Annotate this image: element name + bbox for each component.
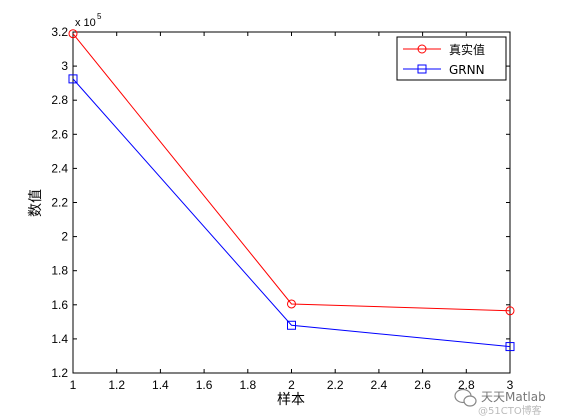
data-point <box>68 29 78 39</box>
y-tick-label: 1.8 <box>51 264 68 278</box>
y-tick-label: 2.2 <box>51 196 68 210</box>
y-tick-label: 2.4 <box>51 161 68 175</box>
y-exponent-label: x 10 <box>75 17 96 29</box>
x-tick-label: 2.4 <box>371 378 388 392</box>
series-line-1 <box>72 78 511 348</box>
x-tick-label: 1.8 <box>239 378 256 392</box>
x-tick-label: 3 <box>507 378 514 392</box>
x-tick-label: 1.6 <box>196 378 213 392</box>
x-tick-label: 1.4 <box>152 378 169 392</box>
legend-marker-1 <box>417 64 427 74</box>
axis-ticks: 1 1.2 1.4 1.6 1.8 2 2.2 2.4 2.6 2.8 31.21.41.61.82… <box>51 25 513 392</box>
y-tick-label: 2.8 <box>51 93 68 107</box>
x-tick-label: 2.6 <box>414 378 431 392</box>
data-point <box>287 299 296 309</box>
x-tick-label: 1.2 <box>108 378 125 392</box>
data-point <box>68 74 78 84</box>
y-tick-label: 3.2 <box>51 25 68 39</box>
series-line-0 <box>72 33 511 312</box>
legend-label-0: 真实值 <box>449 42 485 57</box>
y-exponent-power: 5 <box>97 12 102 21</box>
wechat-icon <box>454 388 477 407</box>
x-tick-label: 2 <box>288 378 295 392</box>
y-tick-label: 1.4 <box>51 332 68 346</box>
plot-area <box>72 31 511 374</box>
watermark-subtext: @51CTO博客 <box>478 404 542 417</box>
x-tick-label: 2.8 <box>458 378 475 392</box>
y-tick-label: 2 <box>61 230 68 244</box>
series-layer <box>68 29 515 352</box>
legend-label-1: GRNN <box>449 63 485 77</box>
x-tick-label: 1 <box>70 378 77 392</box>
data-point <box>505 306 515 316</box>
y-tick-label: 1.2 <box>51 366 68 380</box>
y-tick-label: 2.6 <box>51 127 68 141</box>
y-tick-label: 1.6 <box>51 298 68 312</box>
data-point <box>505 342 515 352</box>
legend: 真实值 GRNN <box>396 36 507 81</box>
legend-marker-0 <box>417 44 427 54</box>
watermark: 天天Matlab @51CTO博客 <box>454 388 546 417</box>
legend-box <box>396 36 507 81</box>
y-axis-label: 数值 <box>28 189 44 217</box>
watermark-text: 天天Matlab <box>481 390 546 404</box>
data-point <box>287 320 296 330</box>
x-tick-label: 2.2 <box>327 378 344 392</box>
x-axis-label: 样本 <box>277 392 305 408</box>
y-tick-label: 3 <box>61 59 68 73</box>
